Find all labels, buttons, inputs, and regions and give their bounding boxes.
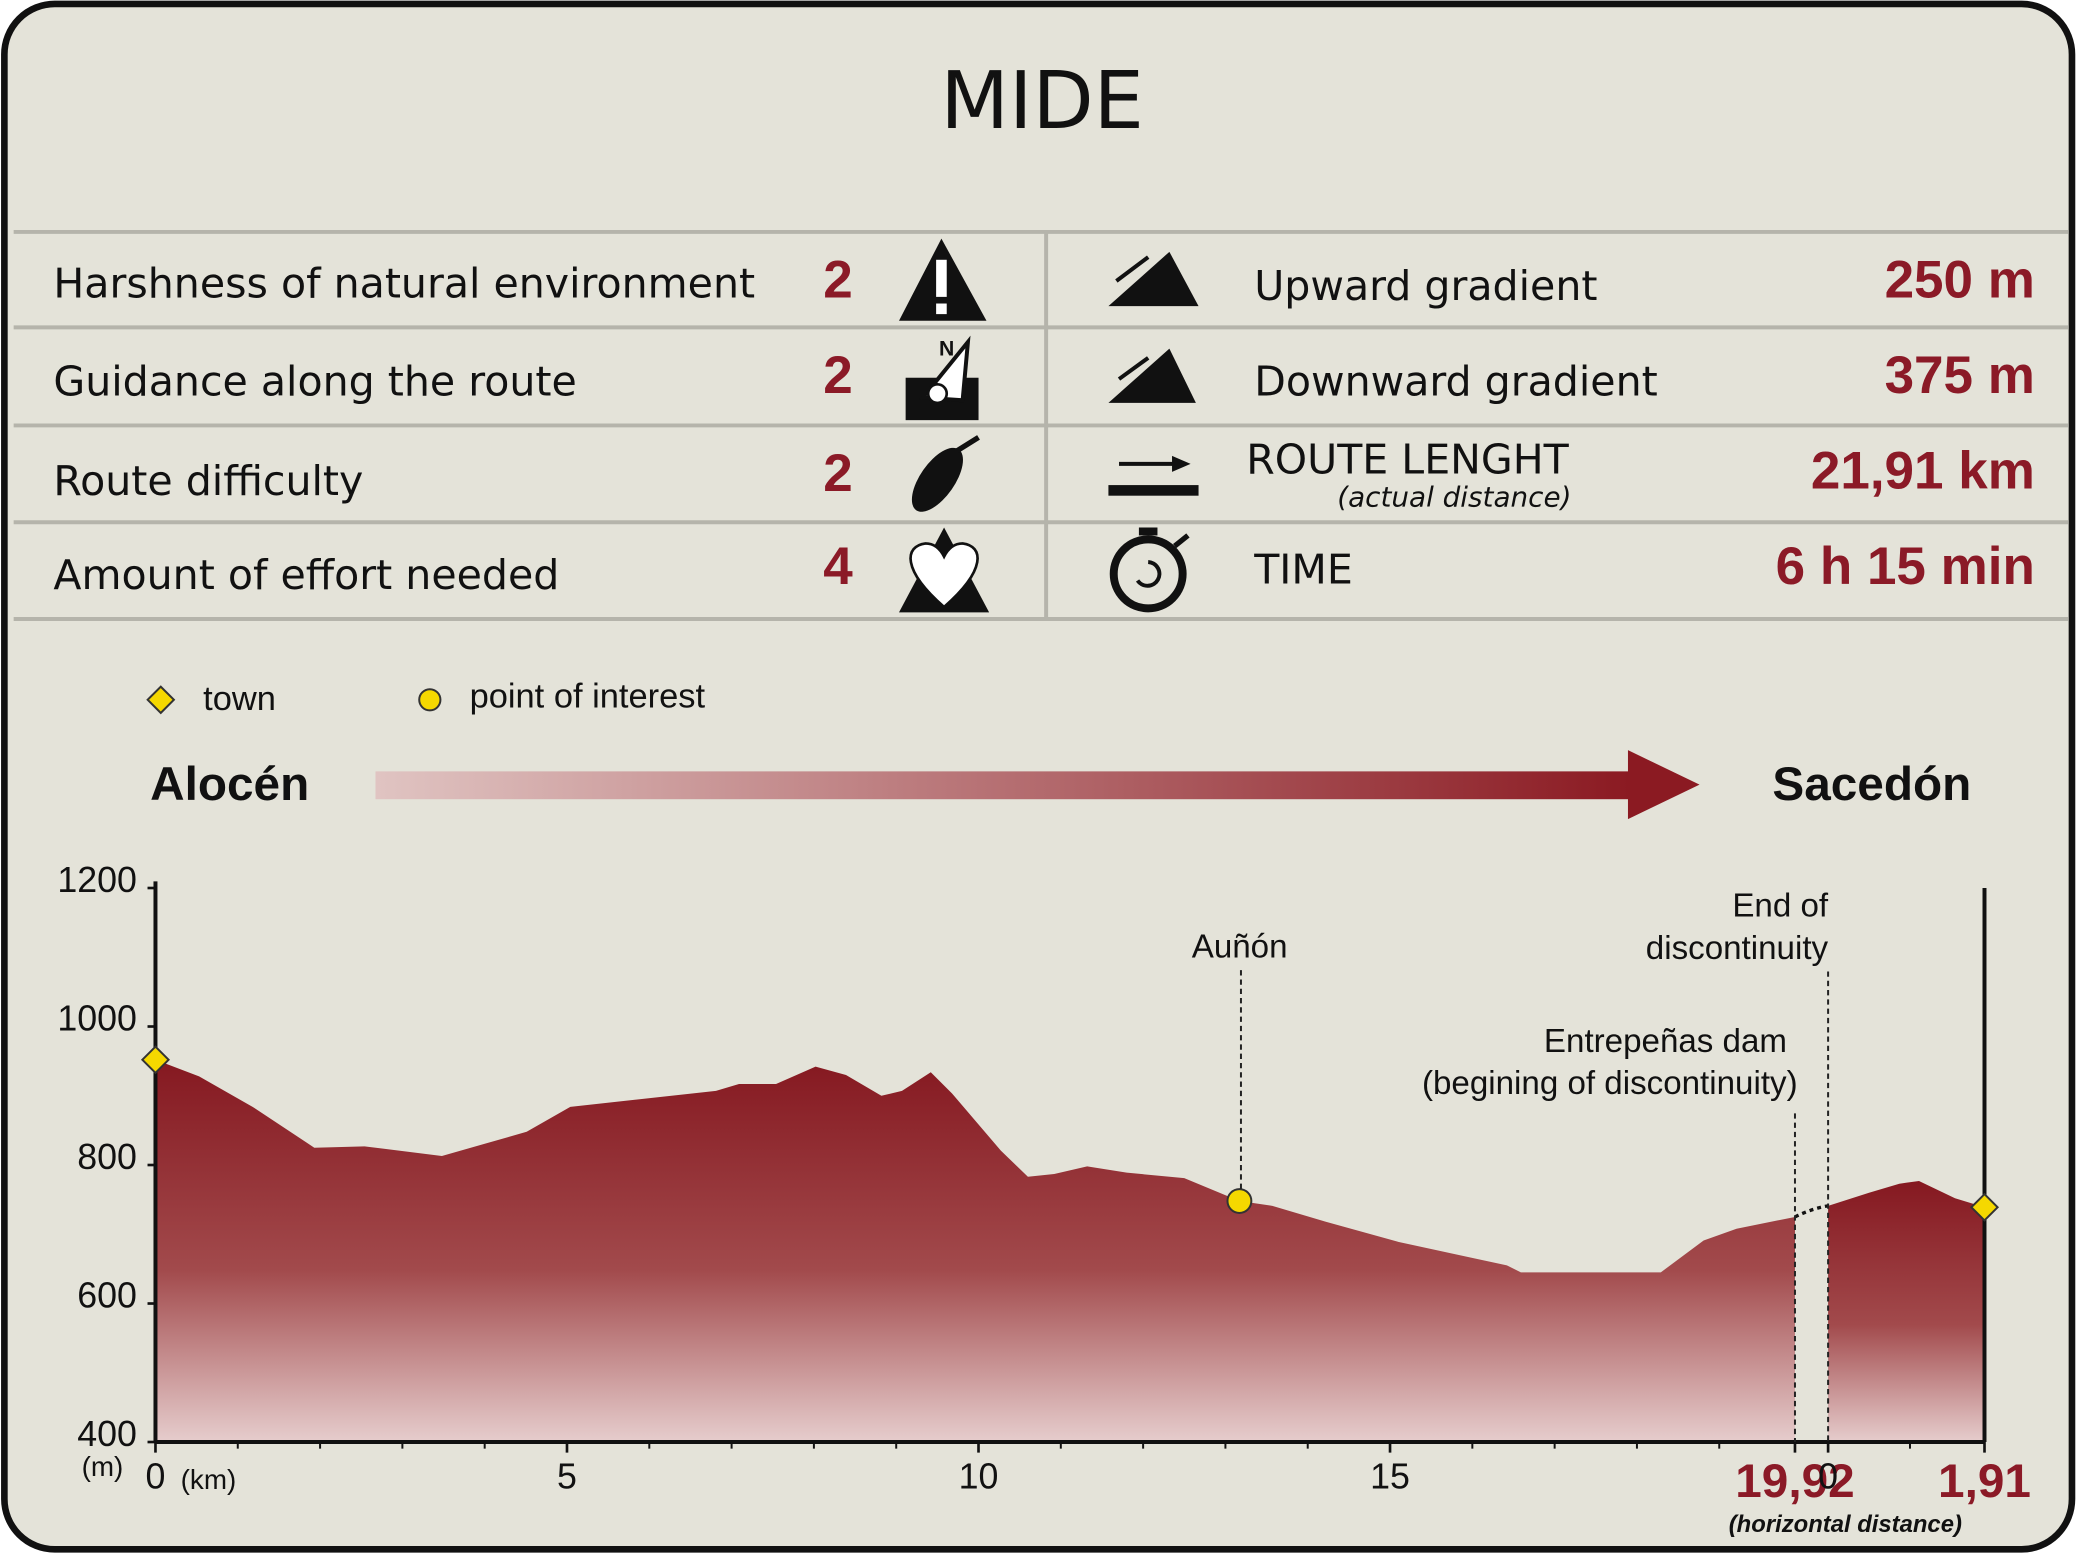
row-label: TIME bbox=[1253, 546, 1353, 594]
annotation: discontinuity bbox=[1646, 930, 1829, 967]
x-tick-label: 0 bbox=[1818, 1457, 1838, 1497]
icon-down bbox=[1108, 348, 1196, 403]
legend-poi-marker bbox=[418, 688, 442, 712]
row-label: Guidance along the route bbox=[53, 357, 576, 405]
x-unit: (km) bbox=[181, 1464, 237, 1495]
elevation-area bbox=[155, 1059, 1795, 1443]
row-value: 2 bbox=[823, 444, 852, 503]
x-tick-label: 0 bbox=[146, 1457, 166, 1497]
row-label: Harshness of natural environment bbox=[53, 259, 755, 307]
route-from: Alocén bbox=[150, 758, 309, 811]
icon-time bbox=[1109, 527, 1190, 613]
x-tick-label: 10 bbox=[959, 1457, 999, 1497]
row-label: Downward gradient bbox=[1254, 357, 1658, 405]
discontinuity-connector bbox=[1794, 1204, 1829, 1219]
row-label: Upward gradient bbox=[1254, 262, 1597, 310]
annotation: Auñón bbox=[1192, 929, 1288, 966]
y-unit: (m) bbox=[82, 1451, 124, 1482]
row-value: 21,91 km bbox=[1811, 441, 2035, 500]
y-tick-label: 1200 bbox=[57, 860, 137, 900]
icon-effort bbox=[899, 527, 990, 613]
row-note: (actual distance) bbox=[1337, 480, 1571, 513]
annotation: End of bbox=[1732, 888, 1829, 925]
legend-town-marker bbox=[146, 685, 176, 715]
row-value: 4 bbox=[823, 537, 853, 596]
icon-up bbox=[1108, 251, 1199, 307]
row-label: Route difficulty bbox=[53, 457, 363, 505]
icon-length bbox=[1108, 455, 1199, 496]
annotation: Entrepeñas dam bbox=[1544, 1023, 1787, 1060]
row-value: 375 m bbox=[1885, 346, 2035, 405]
icon-guidance: N bbox=[905, 335, 979, 421]
elevation-area bbox=[1828, 1180, 1985, 1443]
x-tick-label: 15 bbox=[1370, 1457, 1410, 1497]
route-arrowhead bbox=[1627, 750, 1700, 820]
row-value: 6 h 15 min bbox=[1776, 537, 2035, 596]
row-label: ROUTE LENGHT bbox=[1246, 436, 1569, 484]
icon-north: N bbox=[939, 337, 954, 360]
row-value: 2 bbox=[823, 251, 852, 310]
legend-town: town bbox=[203, 680, 276, 718]
annotation: (begining of discontinuity) bbox=[1422, 1065, 1798, 1102]
y-tick-label: 800 bbox=[77, 1137, 137, 1177]
icon-difficulty bbox=[911, 435, 980, 512]
title: MIDE bbox=[940, 54, 1144, 147]
row-value: 2 bbox=[823, 346, 852, 405]
town-marker bbox=[1969, 1192, 2000, 1222]
legend-poi: point of interest bbox=[470, 678, 706, 716]
x-note: (horizontal distance) bbox=[1729, 1511, 1962, 1538]
town-marker bbox=[140, 1045, 170, 1075]
row-label: Amount of effort needed bbox=[53, 551, 559, 599]
route-arrow bbox=[375, 771, 1631, 800]
poi-marker bbox=[1226, 1188, 1253, 1214]
y-tick-label: 1000 bbox=[57, 999, 137, 1039]
x-tick-label: 5 bbox=[557, 1457, 577, 1497]
icon-harshness bbox=[899, 238, 987, 321]
x-tick-label: 19,92 bbox=[1735, 1455, 1854, 1508]
route-to: Sacedón bbox=[1772, 758, 1971, 811]
y-tick-label: 600 bbox=[77, 1276, 137, 1316]
y-tick-label: 400 bbox=[77, 1414, 137, 1454]
row-value: 250 m bbox=[1885, 251, 2035, 310]
table-grid bbox=[13, 229, 2068, 621]
x-tick-label: 1,91 bbox=[1938, 1455, 2031, 1508]
